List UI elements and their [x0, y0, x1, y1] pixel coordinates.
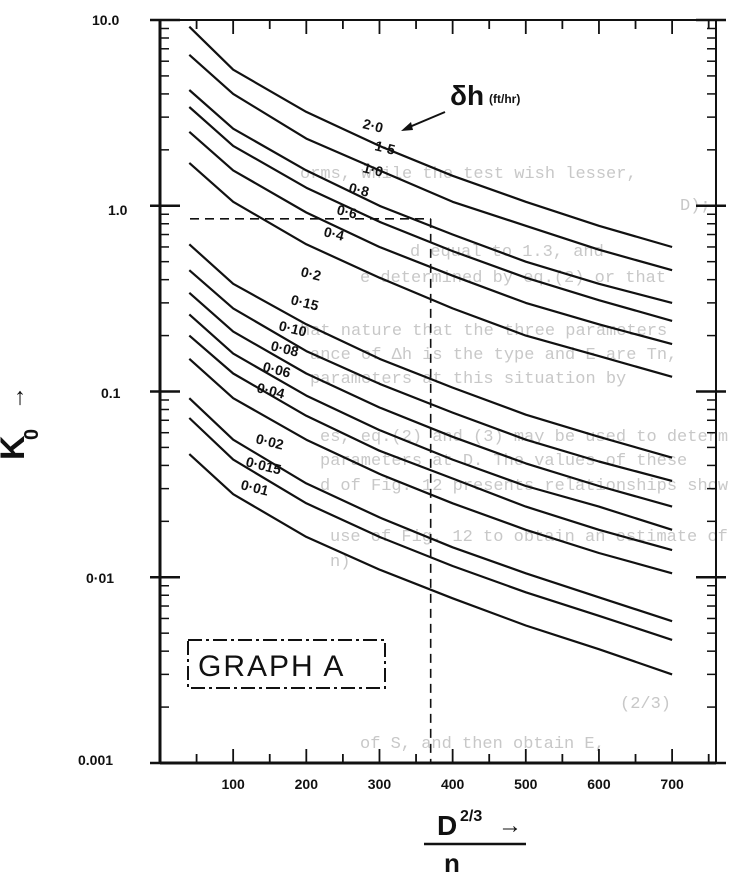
x-tick-label: 200 [295, 776, 319, 792]
svg-text:→: → [498, 812, 522, 839]
curve-line [188, 89, 673, 304]
bleed-text-line: n) [330, 553, 351, 572]
curve-line [188, 130, 673, 346]
graph-a-box: GRAPH A [187, 639, 386, 689]
curve-label: 1·0 [361, 159, 385, 179]
curve-label: 1·5 [373, 137, 397, 157]
curve-label: 0·01 [239, 476, 270, 498]
y-tick-label: 0.1 [101, 385, 121, 401]
curve-label: 0·02 [254, 430, 285, 452]
curve-line [188, 243, 673, 459]
x-tick-label: 100 [221, 776, 245, 792]
bleed-text-line: (2/3) [620, 695, 672, 714]
y-tick-label: 10.0 [92, 12, 119, 28]
curve-line [188, 357, 673, 575]
curve-line [188, 453, 673, 676]
curve-label: 0·04 [255, 379, 286, 401]
bleed-text-line: parameters at this situation by [310, 370, 627, 389]
curve-label: 0·2 [299, 263, 323, 283]
x-tick-labels: 100 200 300 400 500 600 700 [221, 776, 684, 792]
svg-text:K: K [0, 435, 32, 460]
curve-label: 0·06 [261, 358, 292, 380]
svg-text:0: 0 [21, 429, 43, 440]
curve-line [188, 313, 673, 531]
svg-text:(ft/hr): (ft/hr) [489, 92, 520, 106]
svg-text:D: D [437, 810, 457, 841]
bleed-text-line: D); [680, 197, 711, 216]
x-tick-label: 400 [441, 776, 465, 792]
y-tick-label: 0·01 [86, 570, 114, 586]
svg-text:→: → [3, 386, 30, 410]
x-tick-label: 700 [660, 776, 684, 792]
curve-label: 2·0 [361, 115, 385, 135]
svg-text:n: n [444, 848, 460, 878]
svg-text:δh: δh [450, 80, 484, 111]
curve-line [188, 106, 673, 322]
curve-group [188, 25, 673, 676]
curve-label: 0·08 [269, 337, 300, 359]
bleed-text-line: d of Fig. 12 presents relationships show [320, 477, 729, 496]
curve-line [188, 53, 673, 272]
curve-line [188, 334, 673, 552]
y-tick-label: 0.001 [78, 752, 113, 768]
curve-label-group: 2·01·51·00·80·60·40·20·150·100·080·060·0… [239, 115, 397, 498]
svg-text:GRAPH A: GRAPH A [198, 650, 345, 683]
y-axis-label: K 0 → [0, 386, 43, 460]
curve-label: 0·15 [289, 291, 320, 313]
reference-lines [190, 218, 432, 763]
bleed-text-line: of S, and then obtain E, [360, 735, 605, 754]
curve-line [188, 397, 673, 623]
curve-line [188, 417, 673, 641]
curve-label: 0·8 [347, 179, 371, 199]
bleed-text-line: use of Fig. 12 to obtain an estimate of [330, 528, 728, 547]
curve-label: 0·6 [335, 201, 359, 221]
curve-line [188, 291, 673, 508]
y-tick-label: 1.0 [108, 202, 128, 218]
curve-line [188, 25, 673, 249]
curve-line [188, 162, 673, 378]
x-tick-label: 500 [514, 776, 538, 792]
curve-line [188, 269, 673, 482]
curve-label: 0·015 [244, 453, 283, 477]
svg-text:2/3: 2/3 [460, 808, 482, 825]
delta-h-legend: δh (ft/hr) [401, 80, 520, 131]
x-tick-label: 300 [368, 776, 392, 792]
x-axis-label: D 2/3 → n [424, 808, 526, 878]
axis-ticks [150, 18, 726, 765]
curve-label: 0·4 [322, 223, 346, 243]
x-tick-label: 600 [587, 776, 611, 792]
curve-label: 0·10 [277, 317, 308, 339]
